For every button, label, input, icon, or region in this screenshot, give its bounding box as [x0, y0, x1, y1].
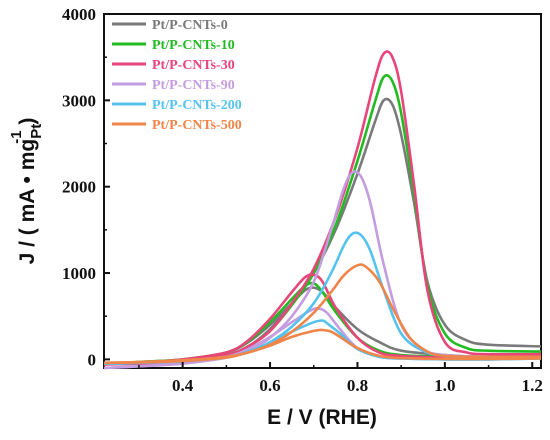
series-pt-p-cnts-90: [103, 170, 542, 370]
series-line-forward: [103, 97, 542, 365]
x-tick-label: 0.6: [259, 376, 280, 395]
y-axis-title: J / ( mA • mgPt-1 ): [8, 118, 45, 265]
y-axis-title-sub: Pt: [28, 124, 45, 139]
legend-label: Pt/P-CNTs-500: [152, 118, 242, 133]
ticks-group: 0.4 0.6 0.8 1.0 1.2 0 1000 2000 3000 4000: [62, 5, 543, 395]
series-line-forward: [103, 170, 542, 370]
legend-item: Pt/P-CNTs-0: [112, 18, 228, 33]
series-line-forward: [103, 50, 542, 366]
y-tick-label: 3000: [62, 91, 96, 110]
series-line-backward: [103, 286, 542, 365]
series-line-backward: [103, 328, 542, 365]
y-tick-label: 0: [88, 350, 97, 369]
x-tick-label: 0.4: [172, 376, 194, 395]
series-pt-p-cnts-30: [103, 50, 542, 366]
legend-item: Pt/P-CNTs-90: [112, 78, 235, 93]
legend-label: Pt/P-CNTs-200: [152, 98, 242, 113]
legend-item: Pt/P-CNTs-200: [112, 98, 242, 113]
y-tick-label: 1000: [62, 264, 96, 283]
series-line-backward: [103, 273, 542, 366]
x-tick-label: 1.2: [522, 376, 543, 395]
legend-label: Pt/P-CNTs-90: [152, 78, 235, 93]
y-axis-title-main: J / ( mA • mg: [16, 139, 39, 265]
curves-group: [103, 50, 542, 370]
legend-label: Pt/P-CNTs-30: [152, 58, 235, 73]
y-tick-label: 4000: [62, 5, 96, 24]
y-axis-title-close: ): [16, 118, 39, 131]
y-tick-label: 2000: [62, 178, 96, 197]
plot-frame: [103, 13, 542, 369]
y-axis-title-sup: -1: [8, 130, 25, 143]
series-pt-p-cnts-500: [103, 263, 542, 365]
series-line-forward: [103, 263, 542, 365]
legend: Pt/P-CNTs-0 Pt/P-CNTs-10 Pt/P-CNTs-30 Pt/P-…: [112, 18, 242, 133]
legend-item: Pt/P-CNTs-30: [112, 58, 235, 73]
series-line-backward: [103, 281, 542, 365]
x-tick-label: 1.0: [434, 376, 455, 395]
series-pt-p-cnts-0: [103, 97, 542, 365]
legend-label: Pt/P-CNTs-0: [152, 18, 228, 33]
legend-item: Pt/P-CNTs-500: [112, 118, 242, 133]
legend-label: Pt/P-CNTs-10: [152, 38, 235, 53]
x-tick-label: 0.8: [347, 376, 368, 395]
x-axis-title: E / V (RHE): [267, 406, 377, 429]
legend-item: Pt/P-CNTs-10: [112, 38, 235, 53]
